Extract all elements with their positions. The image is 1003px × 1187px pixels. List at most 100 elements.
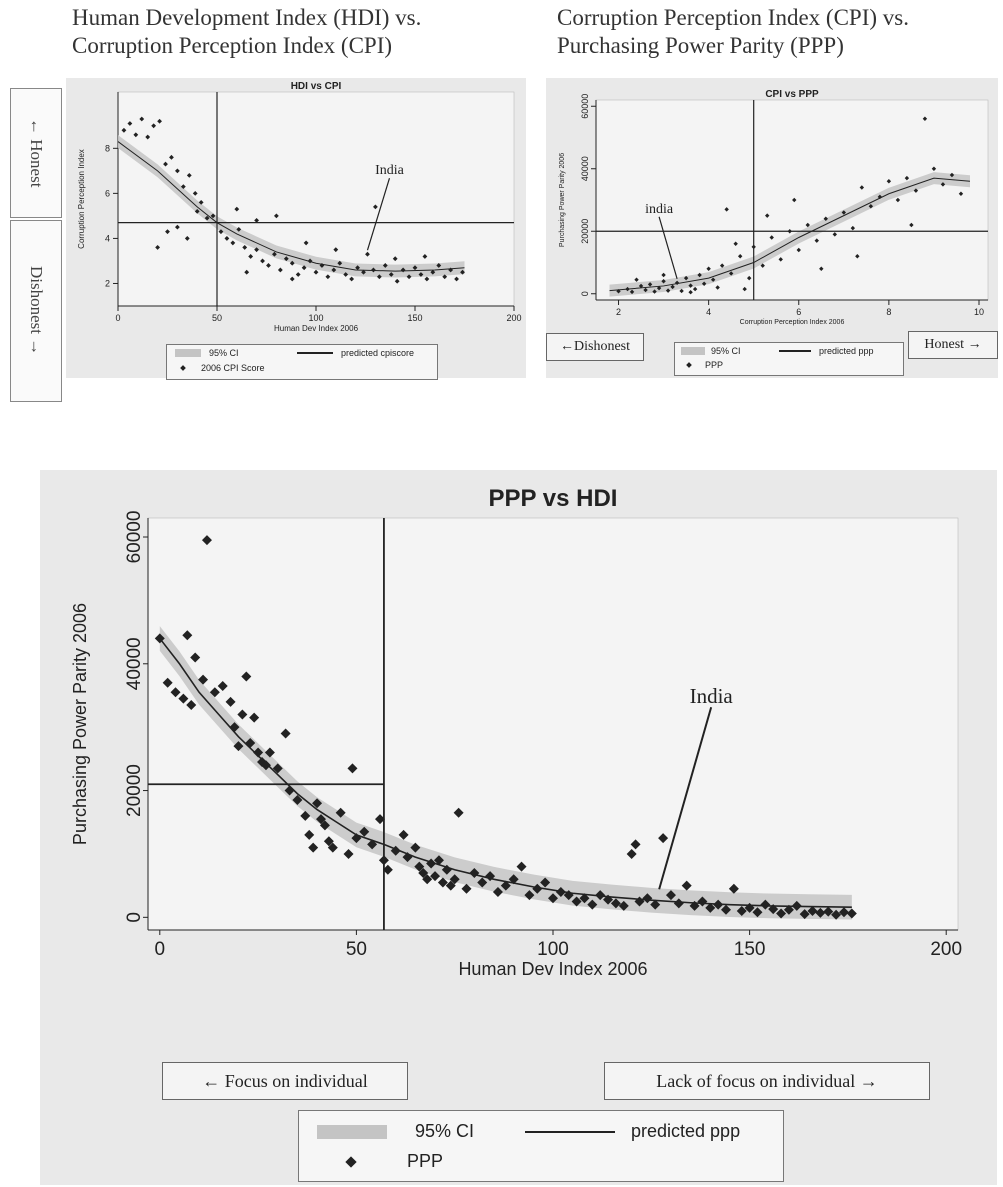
y-tick-label: 8 bbox=[105, 143, 110, 153]
data-point bbox=[469, 867, 480, 878]
data-point bbox=[449, 874, 460, 885]
data-point bbox=[485, 871, 496, 882]
data-point bbox=[335, 807, 346, 818]
data-point bbox=[139, 116, 145, 122]
data-point bbox=[454, 276, 459, 282]
data-point bbox=[422, 874, 433, 885]
y-axis-label: Purchasing Power Parity 2006 bbox=[559, 153, 566, 247]
data-point bbox=[289, 260, 295, 266]
data-point bbox=[850, 225, 856, 231]
data-point bbox=[127, 121, 133, 126]
legend-item-ci: 95% CI bbox=[175, 348, 239, 358]
data-point bbox=[325, 274, 331, 280]
legend-item-ci: 95% CI bbox=[317, 1121, 474, 1142]
side-label-dishonest: Dishonest → bbox=[10, 220, 62, 402]
data-point bbox=[418, 867, 429, 878]
data-point bbox=[308, 842, 319, 853]
data-point bbox=[634, 896, 645, 907]
data-point bbox=[705, 902, 716, 913]
data-point bbox=[579, 893, 590, 904]
line-swatch-icon bbox=[779, 350, 811, 352]
data-point bbox=[618, 900, 629, 911]
data-point bbox=[218, 229, 224, 235]
data-point bbox=[752, 907, 763, 918]
data-point bbox=[744, 902, 755, 913]
x-tick-label: 100 bbox=[308, 313, 323, 323]
data-point bbox=[319, 263, 325, 268]
data-point bbox=[242, 245, 248, 250]
data-point bbox=[365, 251, 370, 257]
data-point bbox=[426, 858, 437, 869]
data-point bbox=[301, 265, 307, 271]
x-tick-label: 0 bbox=[155, 939, 166, 960]
y-axis-label: Corruption Perception Index bbox=[77, 149, 86, 249]
y-tick-label: 2 bbox=[105, 278, 110, 288]
diamond-marker-icon bbox=[345, 1155, 357, 1168]
data-point bbox=[508, 874, 519, 885]
data-point bbox=[398, 829, 409, 840]
data-point bbox=[931, 166, 937, 171]
direction-label-lack-focus-text: Lack of focus on individual → bbox=[656, 1070, 878, 1091]
data-point bbox=[673, 898, 684, 909]
legend-item-fit: predicted cpiscore bbox=[297, 348, 414, 358]
x-tick-label: 4 bbox=[706, 307, 711, 317]
data-point bbox=[548, 893, 558, 904]
data-point bbox=[436, 263, 442, 268]
data-point bbox=[626, 848, 637, 859]
data-point bbox=[186, 699, 197, 710]
legend-item-points: PPP bbox=[345, 1151, 443, 1172]
x-tick-label: 150 bbox=[734, 939, 766, 960]
data-point bbox=[229, 722, 240, 733]
data-point bbox=[799, 909, 810, 920]
data-point bbox=[184, 236, 190, 241]
data-point bbox=[343, 848, 354, 859]
data-point bbox=[776, 908, 787, 919]
data-point bbox=[437, 877, 448, 888]
data-point bbox=[272, 251, 277, 257]
x-tick-label: 200 bbox=[930, 939, 962, 960]
data-point bbox=[351, 833, 362, 844]
data-point bbox=[783, 904, 794, 915]
data-point bbox=[382, 864, 393, 875]
y-tick-label: 0 bbox=[580, 291, 590, 296]
heading-hdi-cpi: Human Development Index (HDI) vs. Corrup… bbox=[72, 4, 421, 60]
data-point bbox=[170, 687, 181, 698]
data-point bbox=[388, 272, 394, 277]
data-point bbox=[751, 244, 756, 250]
x-tick-label: 200 bbox=[506, 313, 521, 323]
data-point bbox=[760, 899, 771, 910]
x-tick-label: 50 bbox=[346, 939, 367, 960]
data-point bbox=[175, 224, 180, 230]
data-point bbox=[376, 274, 382, 280]
annotation-arrow bbox=[658, 216, 678, 279]
data-point bbox=[165, 229, 170, 235]
y-tick-label: 4 bbox=[105, 233, 110, 243]
data-point bbox=[610, 898, 621, 909]
data-point bbox=[182, 630, 193, 641]
data-point bbox=[225, 696, 236, 707]
data-point bbox=[841, 210, 847, 215]
data-point bbox=[787, 229, 792, 234]
data-point bbox=[868, 204, 874, 209]
data-point bbox=[701, 281, 707, 286]
data-point bbox=[823, 906, 834, 917]
data-point bbox=[765, 213, 770, 218]
data-point bbox=[433, 855, 444, 866]
data-point bbox=[283, 256, 289, 262]
data-point bbox=[304, 829, 315, 840]
data-point bbox=[355, 265, 360, 271]
data-point bbox=[679, 288, 684, 294]
legend-label-ci: 95% CI bbox=[711, 346, 741, 356]
x-tick-label: 0 bbox=[115, 313, 120, 323]
data-point bbox=[715, 285, 720, 290]
ci-swatch-icon bbox=[681, 347, 705, 355]
data-point bbox=[303, 240, 309, 246]
data-point bbox=[877, 194, 883, 200]
data-point bbox=[209, 687, 220, 698]
data-point bbox=[378, 855, 389, 866]
data-point bbox=[587, 899, 598, 910]
chart-panel-ppp-hdi: PPP vs HDI 0 50 100 150 200 0 20000 40000 60000 Hu… bbox=[40, 470, 997, 1185]
data-point bbox=[713, 899, 724, 910]
line-swatch-icon bbox=[525, 1130, 615, 1133]
data-point bbox=[445, 880, 456, 891]
